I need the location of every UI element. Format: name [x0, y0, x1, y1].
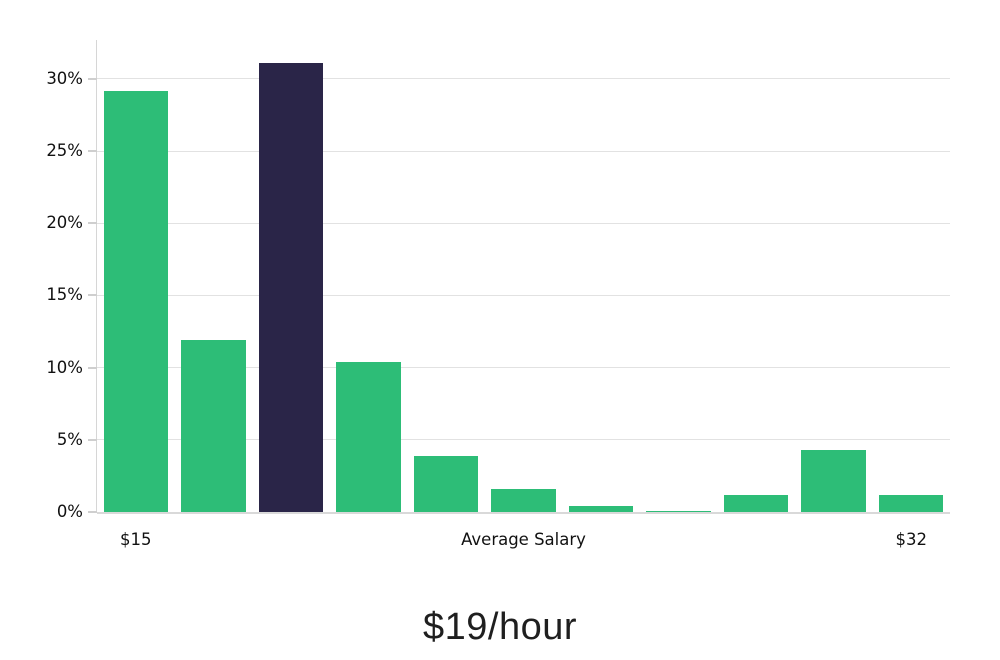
bar [413, 455, 479, 512]
y-tick-label: 30% [46, 68, 83, 88]
y-tick-label: 20% [46, 213, 83, 233]
bar-highlighted [258, 63, 324, 512]
x-tick-label: Average Salary [461, 530, 586, 549]
y-tick-mark [88, 438, 97, 441]
bar [723, 495, 789, 512]
x-axis-line [97, 511, 950, 514]
y-tick-label: 10% [46, 357, 83, 377]
bar [568, 505, 634, 512]
y-tick-mark [88, 294, 97, 297]
bar [103, 90, 169, 512]
bar [878, 495, 944, 512]
gridline-15 [97, 294, 950, 296]
x-tick-label: $15 [120, 530, 152, 549]
y-tick-label: 0% [56, 502, 83, 521]
gridline-10 [97, 367, 950, 369]
y-axis-line [96, 40, 97, 512]
y-tick-mark [88, 150, 97, 153]
y-tick-label: 15% [46, 285, 83, 305]
y-tick-mark [88, 222, 97, 225]
y-tick-mark [88, 77, 97, 80]
bar [646, 510, 711, 512]
gridline-5 [97, 439, 950, 441]
y-tick-mark [88, 511, 97, 513]
y-tick-label: 25% [46, 141, 83, 161]
gridline-20 [97, 222, 950, 224]
x-tick-label: $32 [895, 530, 927, 549]
bar [491, 488, 556, 512]
bar [336, 361, 401, 512]
gridline-25 [97, 150, 950, 152]
y-tick-label: 5% [56, 429, 83, 449]
y-tick-mark [88, 366, 97, 369]
chart-title: $19/hour [422, 606, 577, 648]
gridline-30 [97, 78, 950, 80]
bar [181, 340, 246, 512]
bar [801, 449, 866, 512]
